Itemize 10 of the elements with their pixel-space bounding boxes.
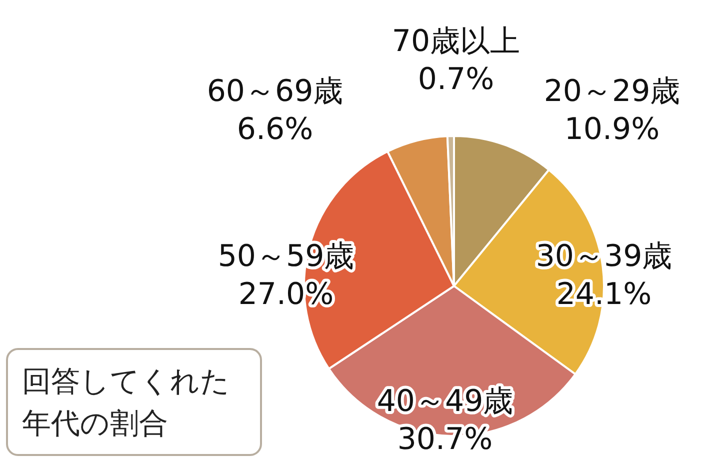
slice-label: 20～29歳 bbox=[544, 74, 680, 109]
data-label: 30.7% bbox=[397, 422, 493, 457]
data-label: 10.9% bbox=[564, 112, 660, 147]
slice-label: 40～49歳 bbox=[376, 384, 514, 419]
slice-label: 60～69歳 bbox=[206, 74, 344, 109]
slice-label: 30～39歳 bbox=[536, 239, 672, 274]
slice-label: 70歳以上 bbox=[392, 24, 520, 59]
data-label: 0.7% bbox=[418, 62, 494, 97]
text: 回答してくれた年代の割合 bbox=[22, 363, 231, 442]
data-label: 6.6% bbox=[236, 112, 314, 147]
